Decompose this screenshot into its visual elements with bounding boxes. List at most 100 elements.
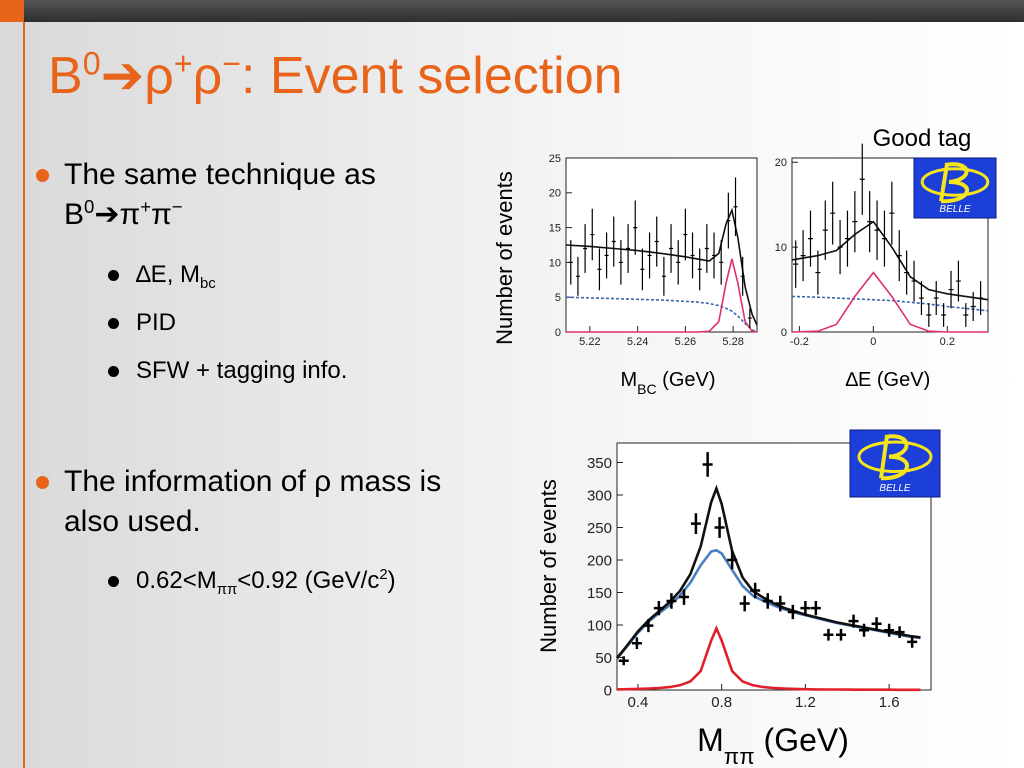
data-point [970, 292, 976, 321]
text-run: + [173, 45, 193, 82]
data-point [568, 240, 573, 285]
data-point [631, 637, 642, 650]
data-point [800, 600, 811, 616]
logo-swoosh [920, 167, 990, 197]
fit-curve [565, 296, 758, 333]
slide-title: B0➔ρ+ρ−: Event selection [48, 47, 623, 105]
data-point [702, 452, 713, 477]
y-tick-label: 50 [595, 650, 612, 667]
data-point [640, 248, 645, 291]
data-point [787, 604, 798, 620]
text-run: − [222, 45, 242, 82]
x-tick-label: 0.8 [711, 694, 732, 711]
y-axis-label: Number of events [536, 479, 561, 653]
bullet-dot [36, 476, 49, 489]
data-point [837, 219, 843, 275]
data-point [690, 232, 695, 279]
fit-curve [566, 258, 758, 333]
data-point [683, 208, 688, 261]
data-point [867, 191, 873, 253]
sub-bullet-dot [108, 318, 119, 329]
text-run: ρ [192, 47, 223, 105]
data-point [815, 250, 821, 295]
data-point [733, 177, 738, 236]
text-run: SFW + tagging info. [136, 357, 348, 384]
data-point [653, 600, 664, 616]
data-point [714, 517, 725, 538]
data-point [835, 628, 846, 641]
text-run: ππ [724, 744, 755, 768]
data-point [611, 216, 616, 267]
data-point [604, 232, 609, 279]
data-point [852, 191, 858, 253]
data-point [859, 623, 870, 637]
data-point [575, 256, 580, 296]
data-point [704, 224, 709, 273]
data-point [848, 614, 859, 628]
left-rule [23, 22, 25, 768]
x-tick-label: 5.28 [722, 336, 743, 348]
data-point [597, 248, 602, 291]
sub-bullet-dot [108, 366, 119, 377]
text-run: ∆E (GeV) [846, 369, 930, 391]
text-run: PID [136, 309, 177, 336]
text-run: (GeV) [755, 722, 849, 758]
data-point [775, 595, 786, 612]
sub-bullet-text: ∆E, Mbc [136, 260, 216, 292]
bullet-dot [36, 169, 49, 182]
y-axis-label: Number of events [492, 171, 517, 345]
sub-bullet-dot [108, 576, 119, 587]
data-point [933, 281, 939, 316]
data-point [793, 240, 799, 288]
x-tick-label: 5.26 [675, 336, 696, 348]
text-run: BC [637, 381, 656, 397]
x-tick-label: 0 [870, 336, 876, 348]
sub-bullet-text: 0.62<Mππ<0.92 (GeV/c2) [136, 566, 396, 597]
data-point [871, 617, 882, 631]
text-run: ➔ρ [100, 47, 174, 105]
x-tick-label: 0.4 [628, 694, 649, 711]
data-point [896, 230, 902, 282]
plot-area [565, 157, 758, 333]
data-point [894, 626, 905, 638]
logo-b [879, 434, 909, 481]
y-tick-label: 5 [555, 292, 561, 304]
data-point [697, 248, 702, 291]
data-point [978, 281, 984, 316]
fit-curve [791, 220, 989, 301]
text-run: + [140, 196, 152, 217]
text-run: 2 [379, 567, 388, 583]
sub-bullet-text: PID [136, 308, 176, 338]
x-tick-label: 1.2 [795, 694, 816, 711]
text-run: ➔π [94, 198, 141, 231]
data-point [859, 143, 865, 215]
x-tick-label: 5.22 [579, 336, 600, 348]
data-point [800, 230, 806, 282]
text-run: M [697, 722, 724, 758]
data-point [807, 210, 813, 267]
data-point [712, 232, 717, 279]
bullet-text: The same technique as B0➔π+π− [64, 155, 489, 235]
logo-swoosh [857, 440, 933, 474]
data-point [889, 181, 895, 245]
text-run: bc [200, 275, 216, 292]
y-tick-label: 250 [587, 520, 612, 537]
data-point [666, 593, 677, 609]
data-point [830, 181, 836, 245]
data-point [690, 513, 701, 534]
data-point [643, 619, 654, 633]
text-run: The same technique as B [64, 158, 376, 231]
data-point [926, 303, 932, 327]
y-tick-label: 0 [781, 327, 787, 339]
x-tick-label: 1.6 [879, 694, 900, 711]
text-run: ) [387, 567, 396, 594]
data-point [955, 260, 961, 302]
y-tick-label: 200 [587, 552, 612, 569]
data-point [633, 200, 638, 255]
text-run: M [620, 369, 637, 391]
y-tick-label: 10 [775, 242, 787, 254]
data-point [918, 281, 924, 316]
data-point [590, 208, 595, 261]
data-point [844, 210, 850, 267]
